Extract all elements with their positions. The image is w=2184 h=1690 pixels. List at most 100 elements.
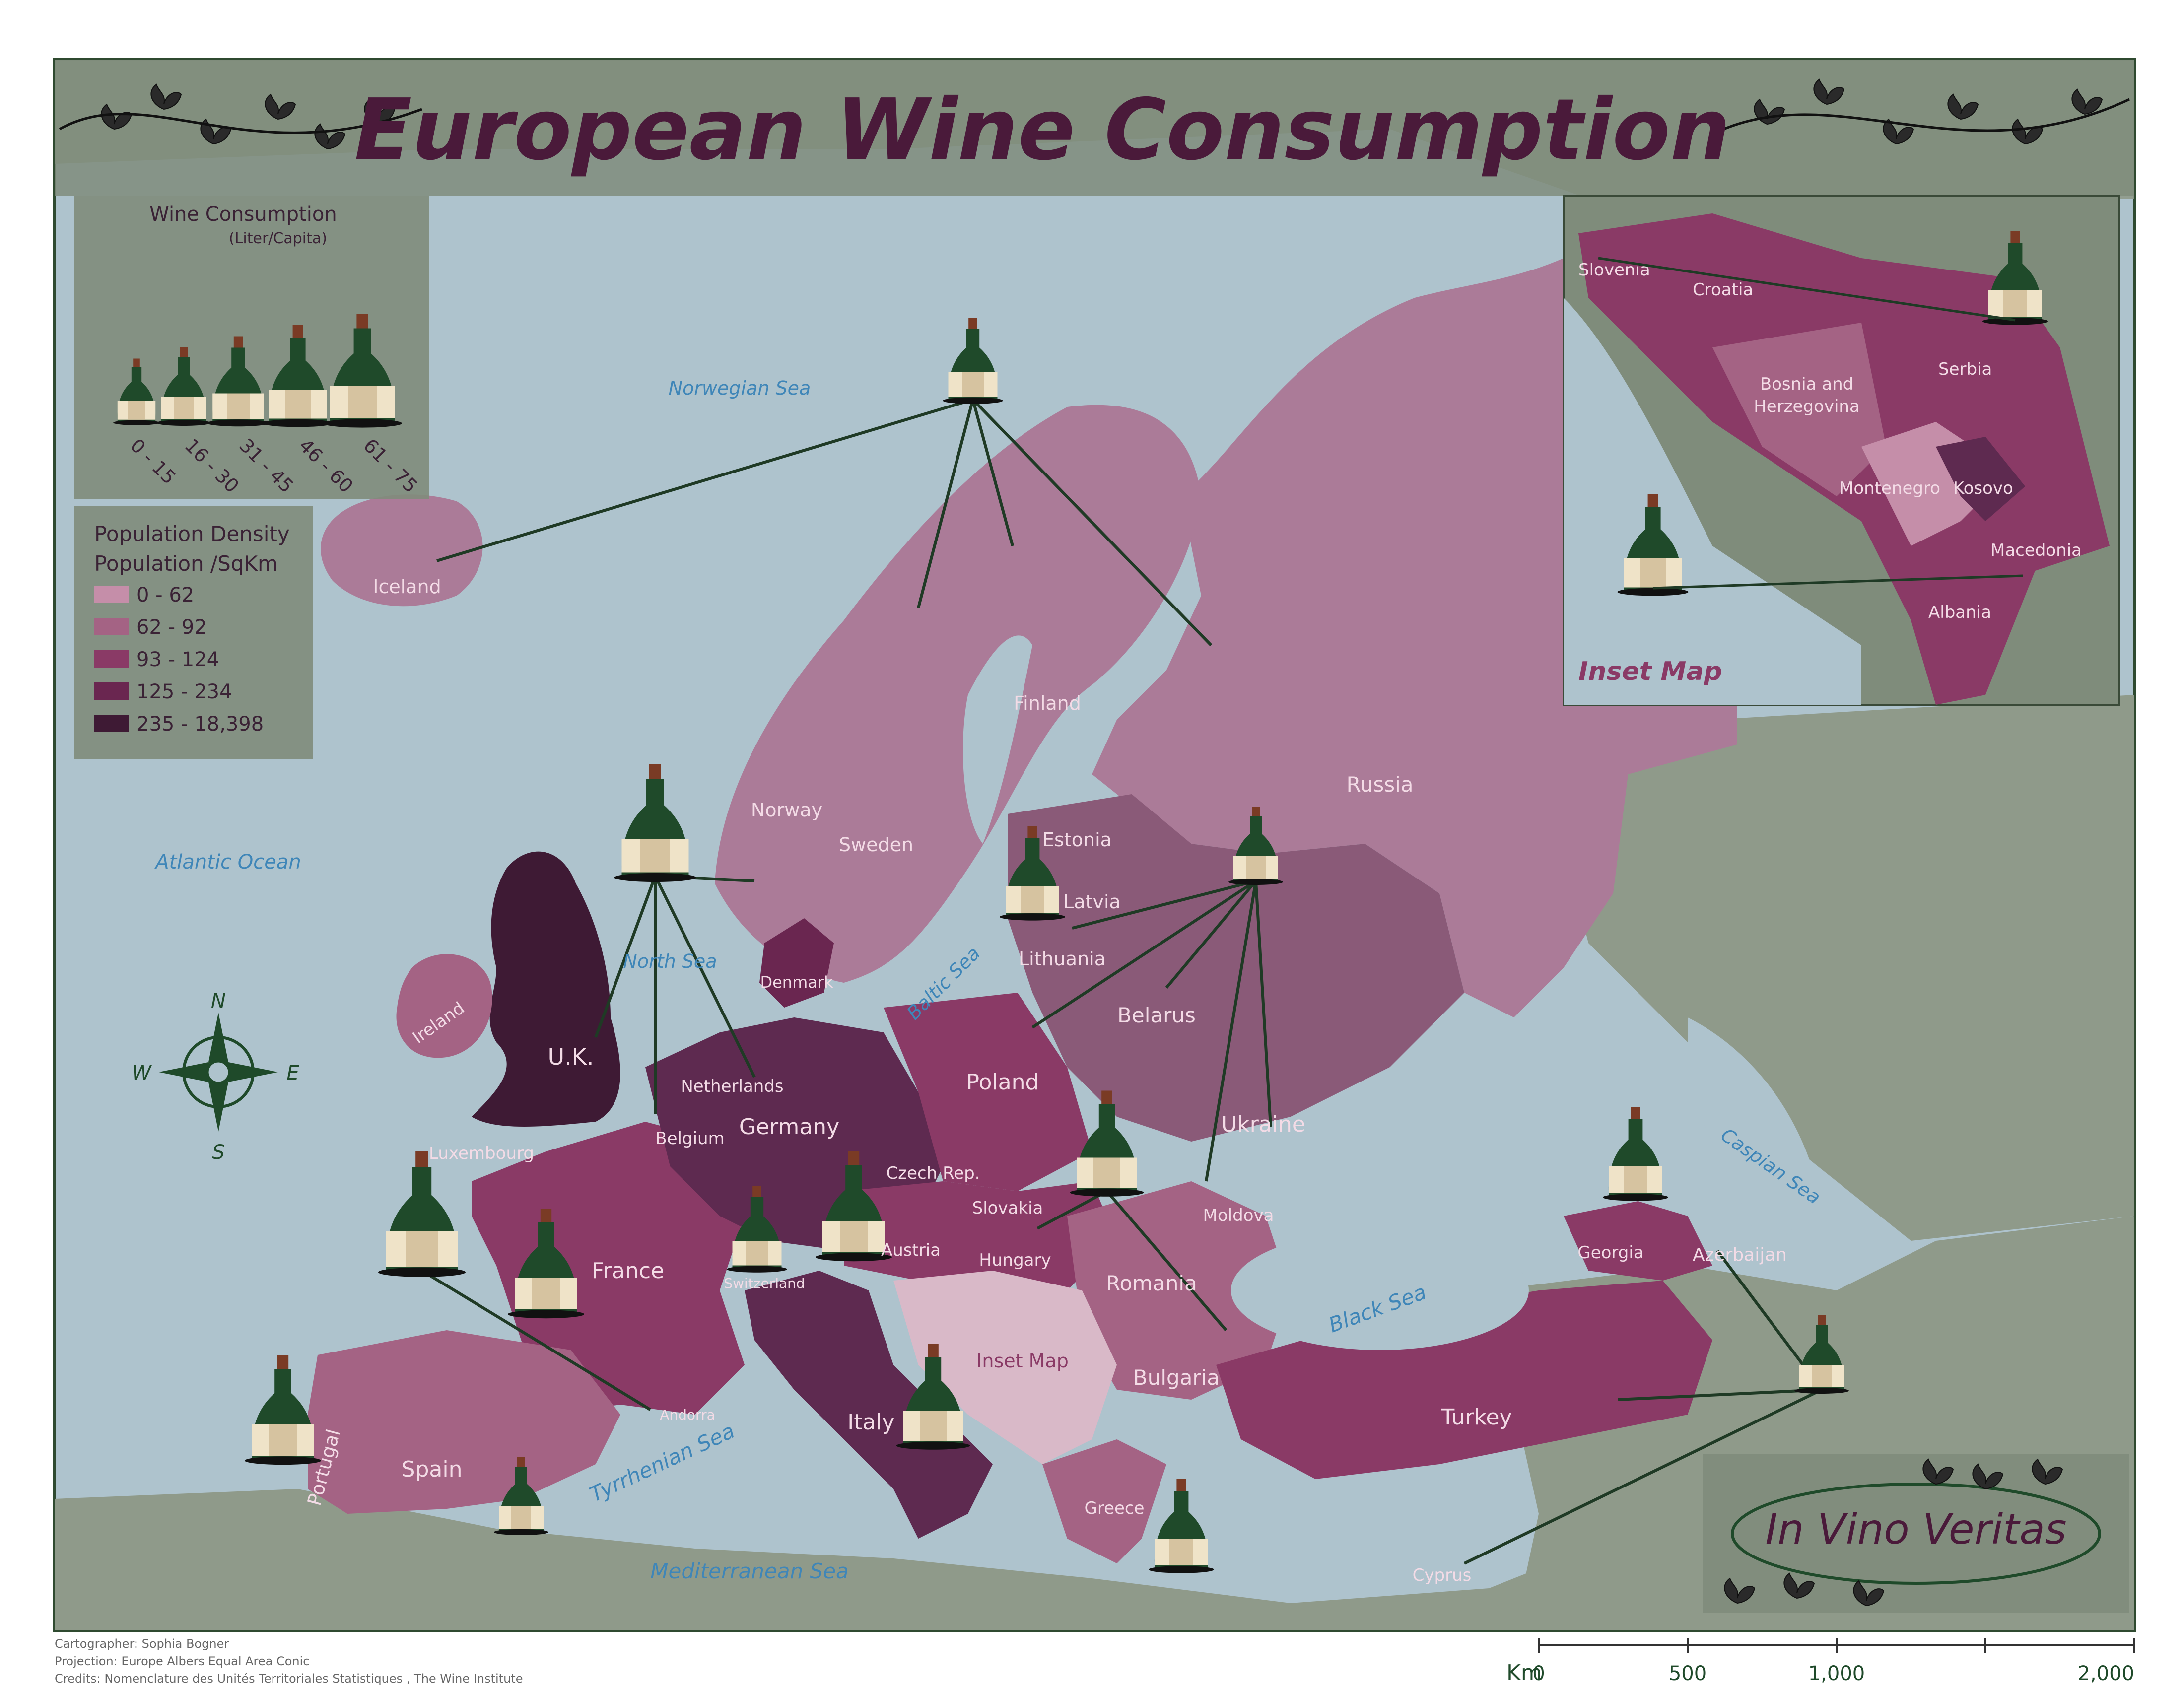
wine-legend-subtitle: (Liter/Capita) <box>229 230 327 247</box>
map-title: European Wine Consumption <box>354 81 1730 179</box>
density-swatch-1 <box>94 586 129 603</box>
density-swatch-4 <box>94 682 129 700</box>
svg-text:N: N <box>211 990 226 1013</box>
density-legend: Population Density Population /SqKm 0 - … <box>74 506 313 759</box>
denmark-region <box>759 918 834 1008</box>
scale-bar: Km 0 500 1,000 2,000 <box>1506 1638 2135 1686</box>
density-legend-subtitle: Population /SqKm <box>94 551 278 576</box>
label-estonia: Estonia <box>1042 829 1112 851</box>
label-uk: U.K. <box>547 1043 594 1070</box>
inset-croatia: Croatia <box>1693 280 1753 300</box>
density-swatch-2 <box>94 618 129 635</box>
density-class-3: 93 - 124 <box>136 648 219 671</box>
wine-consumption-legend: Wine Consumption (Liter/Capita) 0 - 15 1… <box>74 196 429 499</box>
density-legend-title: Population Density <box>94 522 290 546</box>
inset-montenegro: Montenegro <box>1839 478 1940 498</box>
density-class-2: 62 - 92 <box>136 616 207 639</box>
density-class-1: 0 - 62 <box>136 584 194 607</box>
label-iceland: Iceland <box>373 576 441 598</box>
inset-macedonia: Macedonia <box>1990 541 2082 560</box>
label-france: France <box>592 1258 664 1284</box>
label-spain: Spain <box>402 1457 463 1482</box>
label-moldova: Moldova <box>1203 1206 1274 1225</box>
label-belarus: Belarus <box>1117 1003 1196 1027</box>
svg-text:E: E <box>286 1062 299 1084</box>
north-africa-land <box>55 1489 1588 1630</box>
inset-bosnia: Bosnia and <box>1760 374 1853 394</box>
greece-region <box>1042 1439 1166 1563</box>
atlantic-ocean-label: Atlantic Ocean <box>154 851 301 874</box>
baltic-gulf <box>963 635 1032 844</box>
wine-legend-title: Wine Consumption <box>149 203 337 226</box>
poland-region <box>884 993 1092 1191</box>
inset-albania: Albania <box>1928 603 1991 622</box>
label-netherlands: Netherlands <box>681 1077 783 1096</box>
label-italy: Italy <box>847 1410 894 1435</box>
iberia-region <box>308 1330 620 1514</box>
inset-herzegovina: Herzegovina <box>1754 397 1860 416</box>
label-germany: Germany <box>739 1114 839 1140</box>
motto-text: In Vino Veritas <box>1765 1505 2066 1554</box>
label-latvia: Latvia <box>1063 891 1121 913</box>
scale-tick-2000: 2,000 <box>2077 1662 2134 1685</box>
north-sea-label: North Sea <box>623 950 717 972</box>
label-ukraine: Ukraine <box>1221 1112 1305 1137</box>
inset-kosovo: Kosovo <box>1953 478 2013 498</box>
label-slovakia: Slovakia <box>972 1198 1043 1218</box>
vine-ornament-left <box>59 84 422 149</box>
scale-tick-1000: 1,000 <box>1808 1662 1865 1685</box>
caucasus-region <box>1564 1201 1712 1281</box>
uk-region <box>472 851 620 1127</box>
norwegian-sea-label: Norwegian Sea <box>669 377 811 399</box>
label-azerbaijan: Azerbaijan <box>1693 1245 1787 1265</box>
label-inset-map: Inset Map <box>976 1350 1069 1372</box>
label-greece: Greece <box>1084 1498 1144 1518</box>
scale-tick-0: 0 <box>1532 1662 1545 1685</box>
mediterranean-sea-label: Mediterranean Sea <box>650 1559 848 1583</box>
central-europe-region <box>844 1181 1117 1300</box>
scandinavia-region <box>715 405 1201 983</box>
label-hungary: Hungary <box>979 1250 1051 1270</box>
black-sea <box>1231 1231 1529 1350</box>
credit-cartographer: Cartographer: Sophia Bogner <box>55 1637 229 1651</box>
density-class-4: 125 - 234 <box>136 680 232 703</box>
label-russia: Russia <box>1346 772 1413 797</box>
caspian-sea <box>1688 1017 1812 1251</box>
credit-projection: Projection: Europe Albers Equal Area Con… <box>55 1654 310 1668</box>
label-sweden: Sweden <box>839 834 913 856</box>
title-banner <box>55 60 2134 196</box>
label-belgium: Belgium <box>655 1129 724 1149</box>
label-czech: Czech Rep. <box>887 1163 980 1183</box>
label-romania: Romania <box>1106 1271 1197 1295</box>
label-finland: Finland <box>1014 692 1081 714</box>
credit-sources: Credits: Nomenclature des Unités Territo… <box>55 1672 523 1686</box>
label-georgia: Georgia <box>1577 1243 1643 1263</box>
leader-lines <box>421 398 1823 1565</box>
label-bulgaria: Bulgaria <box>1133 1365 1220 1390</box>
svg-text:S: S <box>212 1141 224 1164</box>
label-austria: Austria <box>881 1240 941 1260</box>
label-andorra: Andorra <box>660 1407 715 1423</box>
label-poland: Poland <box>966 1070 1039 1095</box>
scale-unit: Km <box>1506 1660 1542 1686</box>
inset-label: Inset Map <box>1578 657 1722 686</box>
italy-region <box>745 1271 993 1539</box>
scale-tick-500: 500 <box>1669 1662 1706 1685</box>
label-turkey: Turkey <box>1440 1405 1512 1430</box>
svg-text:W: W <box>132 1062 152 1084</box>
density-swatch-3 <box>94 650 129 668</box>
inset-map-panel: Slovenia Croatia Bosnia and Herzegovina … <box>1563 195 2120 706</box>
motto-panel: In Vino Veritas <box>1703 1454 2129 1613</box>
label-lithuania: Lithuania <box>1019 948 1106 970</box>
label-switzerland: Switzerland <box>724 1275 805 1291</box>
label-denmark: Denmark <box>760 973 833 992</box>
density-swatch-5 <box>94 715 129 732</box>
compass-rose-icon: N S W E <box>132 990 299 1164</box>
label-cyprus: Cyprus <box>1413 1565 1472 1585</box>
iceland-region <box>321 494 483 607</box>
balkans-region <box>893 1271 1117 1464</box>
central-asia-land <box>1539 695 2134 1241</box>
label-luxembourg: Luxembourg <box>429 1144 534 1163</box>
